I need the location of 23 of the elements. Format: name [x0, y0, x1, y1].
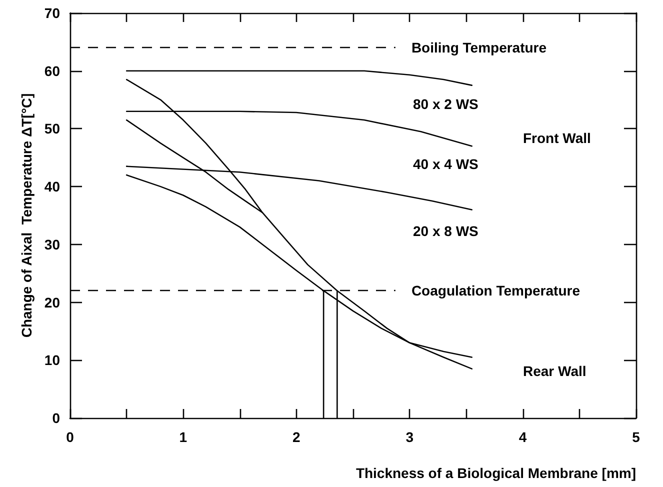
y-tick-label: 20 — [44, 294, 60, 310]
y-tick-label: 50 — [44, 120, 60, 137]
x-tick-label: 0 — [66, 429, 74, 445]
x-axis-title: Thickness of a Biological Membrane [mm] — [356, 465, 636, 481]
annotation: 40 x 4 WS — [413, 156, 478, 172]
y-tick-label: 60 — [44, 62, 60, 79]
y-tick-label: 0 — [52, 410, 60, 426]
y-tick-label: 70 — [44, 5, 60, 21]
x-tick-label: 3 — [406, 429, 414, 445]
y-tick-label: 30 — [44, 236, 60, 252]
y-tick-label: 10 — [44, 352, 60, 368]
ref-line-label: Boiling Temperature — [411, 40, 547, 56]
annotation: 20 x 8 WS — [413, 223, 478, 239]
y-tick-label: 40 — [44, 178, 60, 195]
ref-line-label: Coagulation Temperature — [411, 282, 580, 299]
x-tick-label: 4 — [518, 429, 527, 445]
annotation: 80 x 2 WS — [413, 96, 478, 112]
x-tick-label: 2 — [292, 429, 300, 445]
annotation: Front Wall — [523, 130, 591, 146]
x-tick-label: 1 — [179, 429, 188, 445]
annotation: Rear Wall — [523, 363, 586, 379]
y-axis-title: Change of Aixal Temperature ΔT[°C] — [18, 93, 35, 338]
x-tick-label: 5 — [632, 429, 640, 445]
